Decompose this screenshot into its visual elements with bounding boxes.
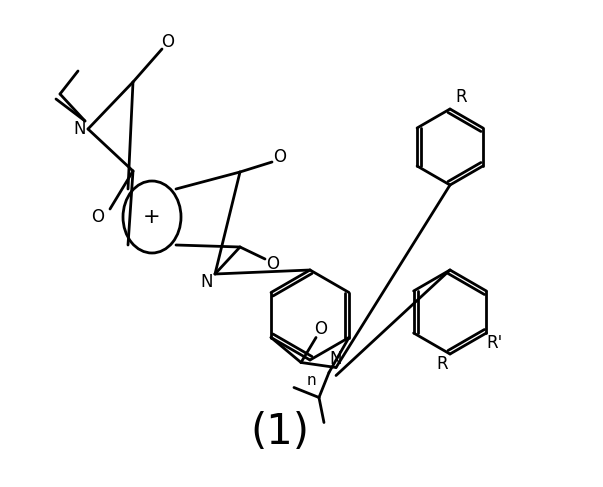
Text: O: O [274, 148, 286, 166]
Text: n: n [306, 373, 316, 388]
Text: N: N [201, 273, 213, 291]
Text: O: O [162, 33, 174, 51]
Text: R': R' [486, 334, 502, 352]
Text: +: + [143, 207, 161, 227]
Text: O: O [315, 320, 327, 338]
Text: N: N [330, 351, 343, 369]
Text: O: O [92, 208, 104, 226]
Text: N: N [74, 120, 86, 138]
Text: (1): (1) [250, 411, 309, 453]
Text: R: R [455, 88, 467, 106]
Text: R: R [436, 355, 448, 373]
Text: O: O [267, 255, 280, 273]
